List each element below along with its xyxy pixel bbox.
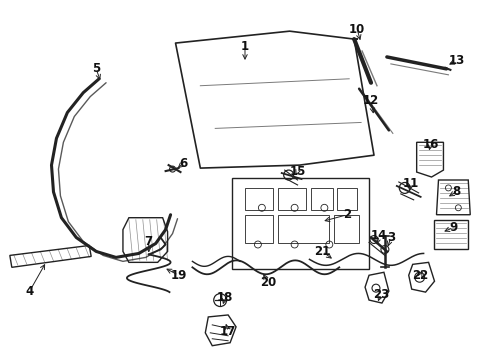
Text: 4: 4 [25, 285, 34, 298]
Text: 3: 3 [386, 231, 394, 244]
Text: 20: 20 [259, 276, 275, 289]
Bar [244, 215, 272, 243]
Text: 10: 10 [348, 23, 365, 36]
Text: 19: 19 [170, 269, 186, 282]
Text: 2: 2 [343, 208, 350, 221]
Text: 8: 8 [451, 185, 460, 198]
Bar [334, 215, 358, 243]
Text: 7: 7 [144, 235, 152, 248]
Bar [337, 188, 356, 210]
Text: 5: 5 [92, 62, 100, 75]
Text: 1: 1 [241, 40, 248, 53]
Text: 22: 22 [412, 269, 428, 282]
Text: 23: 23 [372, 288, 388, 301]
Text: 18: 18 [217, 291, 233, 303]
Bar [232, 178, 368, 269]
Text: 15: 15 [289, 165, 305, 177]
Text: 9: 9 [448, 221, 457, 234]
Text: 14: 14 [370, 229, 386, 242]
Text: 12: 12 [362, 94, 378, 107]
Text: 21: 21 [314, 245, 330, 258]
Text: 6: 6 [179, 157, 187, 170]
Bar [277, 188, 305, 210]
Bar [244, 188, 272, 210]
Text: 16: 16 [422, 138, 438, 151]
Text: 11: 11 [402, 177, 418, 190]
Text: 17: 17 [220, 325, 236, 338]
Bar [277, 215, 328, 243]
Text: 13: 13 [447, 54, 464, 67]
Bar [311, 188, 333, 210]
